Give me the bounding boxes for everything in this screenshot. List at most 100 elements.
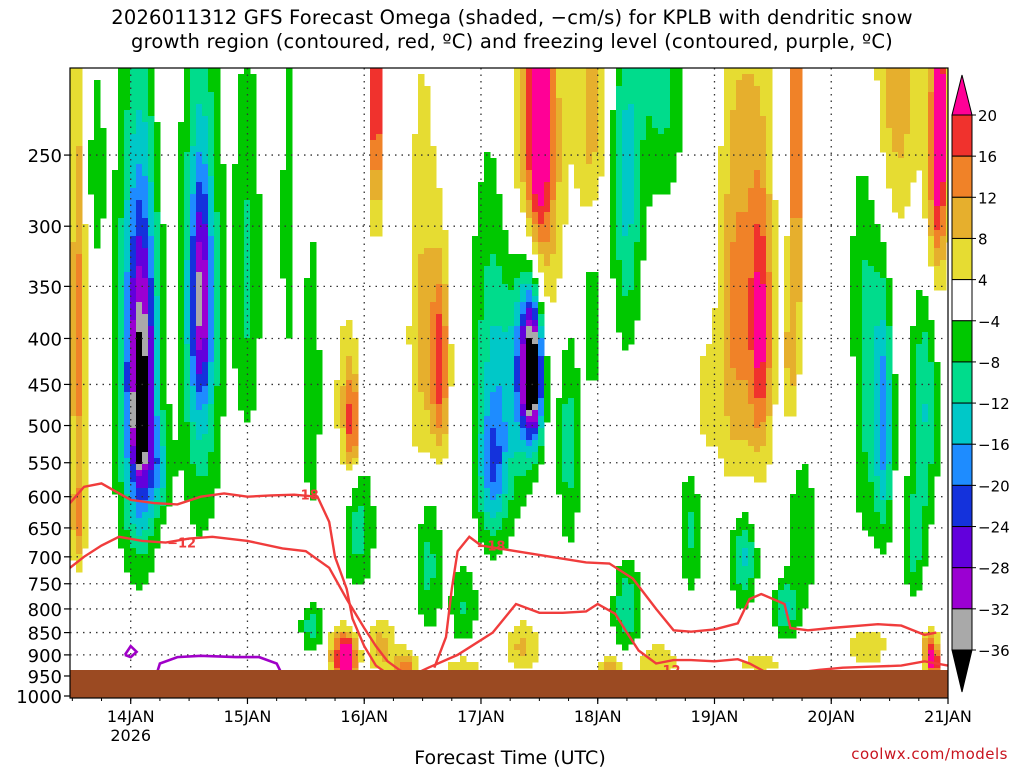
omega-cell [934,194,941,201]
omega-cell [160,464,167,471]
omega-cell [154,176,161,183]
omega-cell [136,230,143,237]
omega-cell [310,446,317,453]
omega-cell [424,86,431,93]
omega-cell [664,98,671,105]
omega-cell [634,284,641,291]
omega-cell [424,224,431,231]
omega-cell [868,434,875,441]
omega-cell [208,308,215,315]
omega-cell [754,236,761,243]
omega-cell [862,368,869,375]
omega-cell [538,266,545,273]
omega-cell [550,176,557,183]
omega-cell [622,248,629,255]
omega-cell [184,170,191,177]
omega-cell [136,386,143,393]
omega-cell [208,410,215,417]
omega-cell [124,242,131,249]
omega-cell [124,110,131,117]
omega-cell [160,314,167,321]
omega-cell [130,302,137,309]
omega-cell [862,458,869,465]
omega-cell [142,278,149,285]
omega-cell [514,128,521,135]
omega-cell [748,308,755,315]
omega-cell [436,200,443,207]
omega-cell [430,308,437,315]
omega-cell [214,230,221,237]
omega-cell [112,422,119,429]
omega-cell [424,230,431,237]
omega-cell [634,248,641,255]
omega-cell [538,362,545,369]
omega-cell [148,272,155,279]
omega-cell [208,464,215,471]
omega-cell [442,278,449,285]
omega-cell [484,356,491,363]
omega-cell [472,440,479,447]
omega-cell [214,428,221,435]
omega-cell [916,140,923,147]
omega-cell [856,284,863,291]
omega-cell [646,116,653,123]
omega-cell [208,68,215,75]
omega-cell [82,380,89,387]
omega-cell [220,362,227,369]
omega-cell [418,110,425,117]
omega-cell [916,164,923,171]
omega-cell [670,110,677,117]
omega-cell [232,194,239,201]
omega-cell [244,188,251,195]
omega-cell [442,308,449,315]
omega-cell [526,134,533,141]
omega-cell [82,374,89,381]
omega-cell [484,230,491,237]
omega-cell [208,452,215,459]
omega-cell [124,392,131,399]
omega-cell [418,182,425,189]
omega-cell [718,158,725,165]
omega-cell [70,200,77,207]
omega-cell [760,422,767,429]
omega-cell [472,464,479,471]
omega-cell [760,236,767,243]
omega-cell [490,350,497,357]
omega-cell [130,146,137,153]
omega-cell [430,248,437,255]
omega-cell [412,260,419,267]
omega-cell [598,128,605,135]
omega-cell [760,362,767,369]
omega-cell [100,158,107,165]
omega-cell [928,212,935,219]
omega-cell [922,110,929,117]
omega-cell [730,344,737,351]
omega-cell [718,170,725,177]
omega-cell [502,416,509,423]
omega-cell [286,200,293,207]
omega-cell [310,410,317,417]
omega-cell [424,428,431,435]
omega-cell [898,212,905,219]
omega-cell [130,452,137,459]
omega-cell [784,254,791,261]
omega-cell [772,230,779,237]
omega-cell [148,392,155,399]
omega-cell [748,374,755,381]
omega-cell [148,188,155,195]
omega-cell [856,368,863,375]
omega-cell [532,176,539,183]
omega-cell [928,236,935,243]
omega-cell [496,230,503,237]
omega-cell [652,188,659,195]
omega-cell [178,362,185,369]
omega-cell [928,206,935,213]
omega-cell [202,98,209,105]
omega-cell [424,200,431,207]
omega-cell [130,290,137,297]
omega-cell [514,410,521,417]
omega-cell [112,332,119,339]
omega-cell [538,200,545,207]
omega-cell [136,200,143,207]
omega-cell [148,398,155,405]
